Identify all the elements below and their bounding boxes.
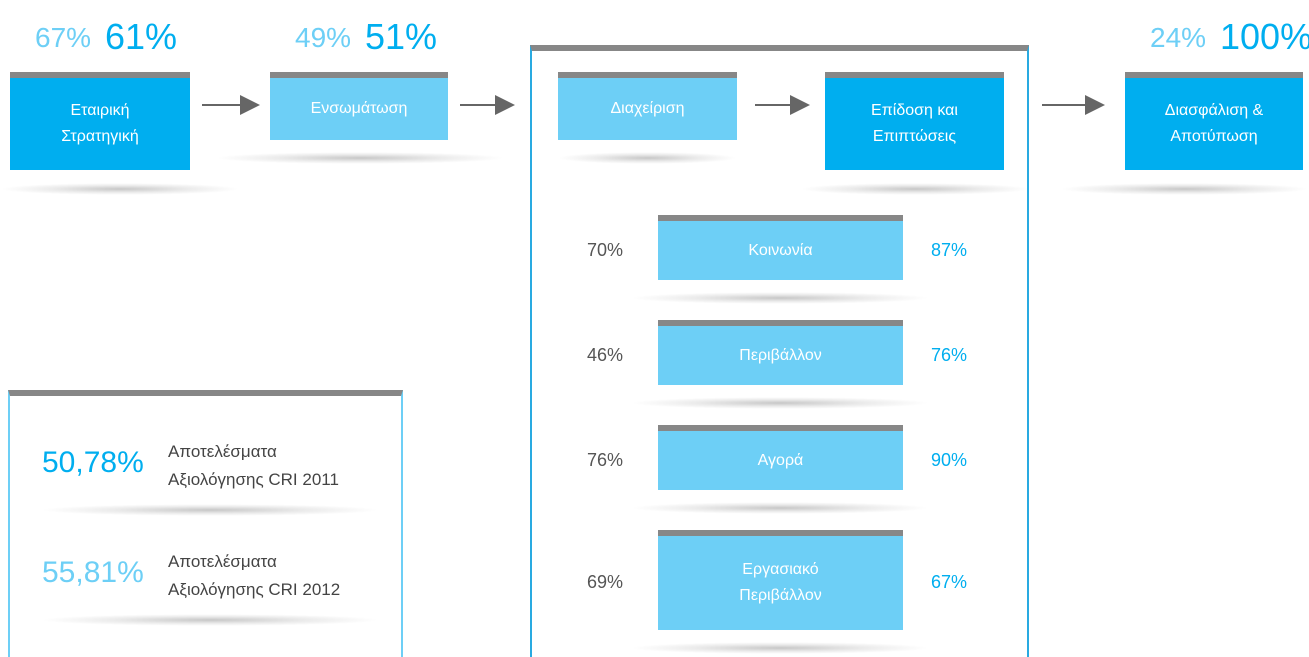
pct-b: 61% — [105, 16, 178, 57]
pct-b: 51% — [365, 16, 438, 57]
label-line: Περιβάλλον — [739, 346, 822, 364]
label-line: Ενσωμάτωση — [310, 100, 408, 117]
label-line: Εργασιακό — [742, 561, 819, 578]
shadow — [630, 642, 930, 654]
stage-box: Διαχείριση — [558, 72, 737, 140]
label-line: Διαχείριση — [610, 100, 685, 117]
label-line: Διασφάλιση & — [1164, 102, 1264, 119]
stage-box: Επίδοση και Επιπτώσεις — [825, 72, 1004, 170]
label-line: Επιπτώσεις — [872, 128, 957, 145]
pct-a: 24% — [1150, 22, 1207, 53]
shadow — [40, 504, 380, 516]
label-line: Αποτελέσματα — [168, 552, 277, 571]
area-box: Κοινωνία — [658, 215, 903, 280]
legend-frame — [8, 390, 403, 657]
label-line: Αποτελέσματα — [168, 442, 277, 461]
label-line: Αποτύπωση — [1170, 128, 1258, 145]
label-line: Περιβάλλον — [739, 587, 822, 604]
shadow — [630, 397, 930, 409]
label-line: Αγορά — [757, 451, 804, 469]
legend-value: 55,81% — [42, 556, 144, 589]
stage-box: Ενσωμάτωση — [270, 72, 448, 140]
shadow — [0, 183, 240, 195]
pct-right: 90% — [931, 449, 968, 470]
legend-text: Αποτελέσματα Αξιολόγησης CRI 2012 — [168, 548, 340, 604]
pct-left: 46% — [587, 344, 624, 365]
pct-a: 67% — [35, 22, 92, 53]
shadow — [558, 152, 737, 164]
pct-left: 76% — [587, 449, 624, 470]
label-line: Κοινωνία — [748, 241, 813, 259]
pct-b: 100% — [1220, 16, 1309, 57]
shadow — [800, 183, 1030, 195]
area-box: Εργασιακό Περιβάλλον — [658, 530, 903, 630]
area-box: Περιβάλλον — [658, 320, 903, 385]
pct-right: 67% — [931, 572, 968, 592]
label-line: Στρατηγική — [61, 128, 139, 145]
shadow — [215, 152, 505, 164]
label-line: Αξιολόγησης CRI 2012 — [168, 580, 341, 599]
shadow — [630, 502, 930, 514]
label-line: Εταιρική — [70, 102, 130, 119]
stage-box: Εταιρική Στρατηγική — [10, 72, 190, 170]
shadow — [1060, 183, 1309, 195]
shadow — [40, 614, 380, 626]
pct-right: 87% — [931, 239, 968, 260]
stage-box: Διασφάλιση & Αποτύπωση — [1125, 72, 1303, 170]
legend-value: 50,78% — [42, 446, 144, 479]
label-line: Αξιολόγησης CRI 2011 — [168, 470, 339, 489]
pct-left: 69% — [587, 572, 624, 592]
pct-right: 76% — [931, 344, 968, 365]
management-frame — [530, 45, 1029, 657]
pct-left: 70% — [587, 239, 624, 260]
shadow — [630, 292, 930, 304]
label-line: Επίδοση και — [871, 102, 958, 119]
pct-a: 49% — [295, 22, 352, 53]
legend-text: Αποτελέσματα Αξιολόγησης CRI 2011 — [168, 438, 339, 494]
area-box: Αγορά — [658, 425, 903, 490]
